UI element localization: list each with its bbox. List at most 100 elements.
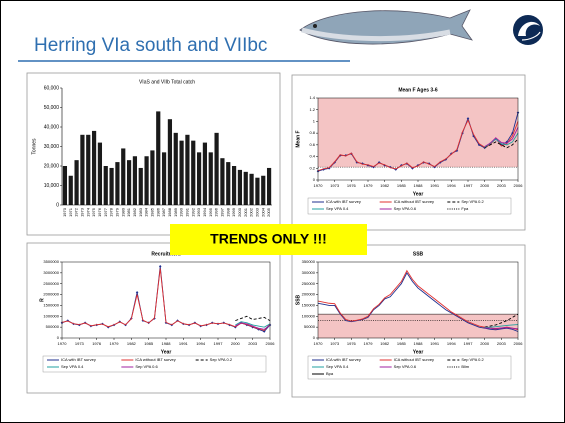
y-tick-label: 500000 — [46, 324, 60, 329]
x-tick-label: 1985 — [149, 207, 154, 217]
x-tick-label: 1982 — [127, 341, 137, 346]
x-tick-label: 1970 — [314, 341, 324, 346]
y-tick-label: 3500000 — [43, 259, 59, 264]
y-tick-label: 0 — [313, 177, 316, 182]
x-tick-label: 1991 — [179, 341, 189, 346]
y-tick-label: 300000 — [302, 270, 316, 275]
x-tick-label: 1990 — [179, 207, 184, 217]
series-marker — [327, 166, 331, 170]
chart-title: SSB — [413, 251, 424, 257]
bar — [126, 160, 132, 205]
legend-label: Sep VPA 0.2 — [461, 357, 484, 362]
bar — [196, 152, 202, 205]
series-marker — [158, 265, 162, 268]
bar — [208, 152, 213, 205]
legend-label: Blim — [461, 364, 469, 369]
x-tick-label: 1988 — [414, 183, 424, 188]
y-axis-label: Tonnes — [31, 138, 37, 155]
x-tick-label: 2000 — [480, 341, 490, 346]
x-tick-label: 2003 — [248, 341, 258, 346]
series-marker — [344, 154, 348, 157]
x-tick-label: 1991 — [430, 341, 440, 346]
bar — [156, 111, 161, 205]
fish-illustration — [299, 9, 473, 45]
x-tick-label: 1991 — [430, 183, 440, 188]
series-marker — [355, 161, 359, 164]
bar — [202, 142, 208, 205]
x-tick-label: 1994 — [202, 207, 207, 217]
x-tick-label: 2005 — [266, 207, 271, 217]
y-axis-label: SSB — [295, 294, 301, 305]
bar — [261, 175, 266, 205]
y-tick-label: 100000 — [302, 313, 316, 318]
plot-frame — [61, 261, 271, 339]
x-tick-label: 1973 — [75, 341, 85, 346]
bar — [220, 158, 225, 205]
y-tick-label: 1.4 — [309, 95, 315, 100]
bar — [167, 119, 173, 205]
bar — [103, 166, 108, 205]
bar — [214, 132, 219, 205]
legend-label: ICA without IBT survey — [135, 357, 175, 362]
series-line — [484, 324, 519, 329]
x-tick-label: 1997 — [464, 341, 474, 346]
legend-label: Sep VPA 0.2 — [210, 357, 233, 362]
y-tick-label: 0 — [313, 335, 316, 340]
x-tick-label: 1970 — [58, 341, 68, 346]
y-tick-label: 200000 — [302, 292, 316, 297]
x-tick-label: 2001 — [243, 207, 248, 217]
x-tick-label: 1994 — [196, 341, 206, 346]
x-tick-label: 1970 — [62, 207, 67, 217]
series-line — [484, 138, 519, 149]
x-tick-label: 2000 — [480, 183, 490, 188]
x-tick-label: 1979 — [364, 341, 374, 346]
bar — [237, 169, 243, 205]
legend-label: ICA with IBT survey — [326, 357, 361, 362]
bar — [266, 167, 272, 205]
y-tick-label: 0 — [56, 202, 59, 208]
y-tick-label: 0.4 — [309, 154, 315, 159]
bar — [185, 134, 190, 205]
bar — [226, 162, 231, 205]
series-marker — [438, 161, 442, 164]
x-tick-label: 1989 — [173, 207, 178, 217]
series-marker — [483, 146, 486, 150]
x-tick-label: 1976 — [347, 183, 357, 188]
x-tick-label: 1994 — [447, 183, 457, 188]
series-line — [61, 268, 271, 331]
x-tick-label: 1982 — [380, 183, 390, 188]
x-axis-label: Year — [161, 349, 172, 355]
x-tick-label: 1988 — [162, 341, 172, 346]
logo — [513, 15, 543, 45]
y-tick-label: 0.8 — [309, 130, 315, 135]
x-tick-label: 1997 — [214, 341, 224, 346]
x-tick-label: 1970 — [314, 183, 324, 188]
bar — [138, 167, 143, 205]
x-axis-label: Year — [413, 191, 424, 197]
x-tick-label: 2003 — [254, 207, 259, 217]
x-tick-label: 2000 — [237, 207, 242, 217]
x-tick-label: 2003 — [497, 183, 507, 188]
x-tick-label: 1996 — [214, 207, 219, 217]
y-tick-label: 40,000 — [44, 124, 60, 130]
y-tick-label: 30,000 — [44, 144, 60, 150]
legend-label: Sep VPA 0.2 — [461, 199, 484, 204]
bar — [68, 175, 73, 205]
legend-box — [42, 355, 267, 373]
bar — [132, 156, 138, 205]
y-tick-label: 10,000 — [44, 183, 60, 189]
legend-label: ICA without IBT survey — [394, 199, 434, 204]
bar — [249, 173, 254, 205]
x-tick-label: 1993 — [196, 207, 201, 217]
chart-title: Mean F Ages 3-6 — [398, 87, 437, 93]
x-tick-label: 1985 — [397, 341, 407, 346]
y-tick-label: 1 — [313, 118, 316, 123]
legend-label: ICA with IBT survey — [326, 199, 361, 204]
y-axis-label: R — [39, 298, 45, 302]
series-line — [484, 132, 519, 148]
x-tick-label: 1979 — [364, 183, 374, 188]
series-marker — [377, 161, 381, 164]
x-tick-label: 1974 — [85, 207, 90, 217]
series-marker — [505, 140, 509, 144]
bar — [231, 166, 237, 205]
